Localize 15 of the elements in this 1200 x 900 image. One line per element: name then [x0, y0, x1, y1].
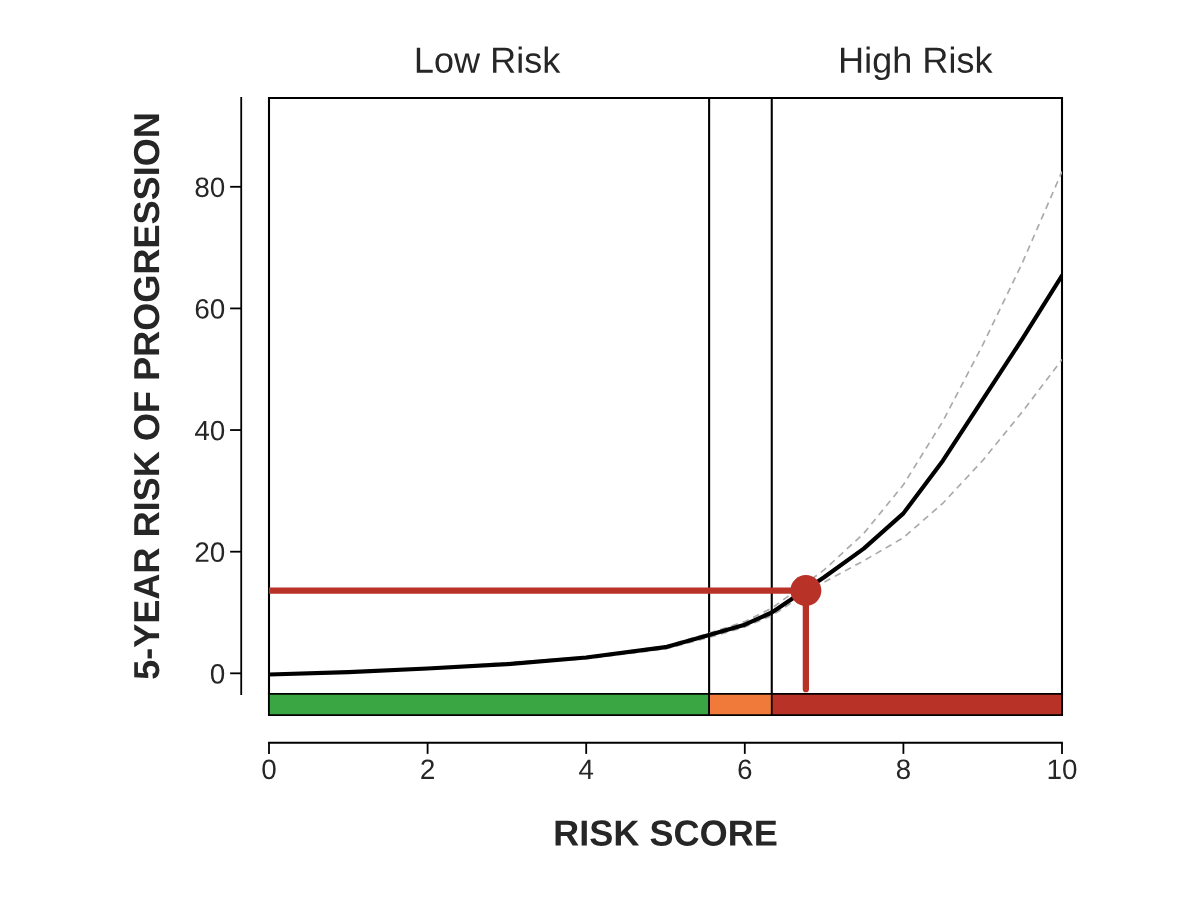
y-tick-label: 60 [195, 299, 225, 319]
y-axis-title: 5-YEAR RISK OF PROGRESSION [133, 114, 160, 679]
x-tick-label: 2 [421, 759, 434, 779]
x-tick-label: 0 [262, 759, 276, 780]
y-tick-label: 20 [195, 542, 225, 563]
x-tick-label: 10 [1048, 759, 1077, 780]
y-tick-label: 40 [194, 420, 225, 441]
y-tick-label: 0 [210, 663, 225, 684]
text: Low Risk [416, 46, 561, 73]
y-tick-label: 80 [195, 177, 225, 198]
x-tick-label: 6 [738, 759, 752, 780]
x-tick-label: 4 [579, 759, 594, 779]
x-axis-title: RISK SCORE [555, 820, 777, 846]
text: High Risk [841, 46, 993, 81]
x-tick-label: 8 [896, 759, 910, 780]
